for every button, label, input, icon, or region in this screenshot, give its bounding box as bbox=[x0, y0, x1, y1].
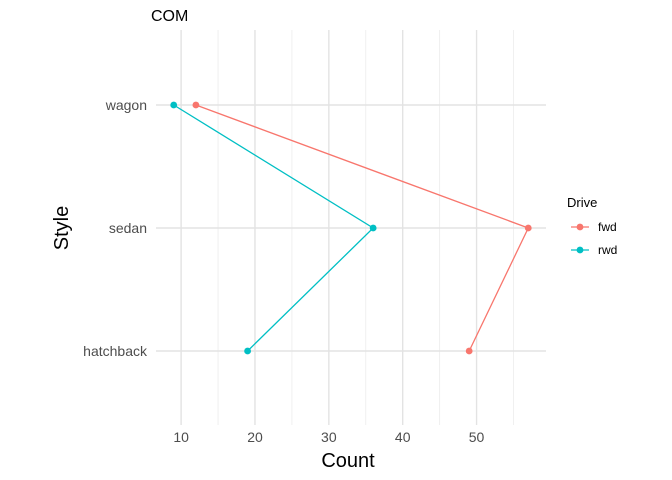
data-point-fwd bbox=[465, 347, 473, 355]
y-tick-label: hatchback bbox=[83, 343, 148, 359]
y-axis-label: Style bbox=[51, 206, 73, 250]
data-point-fwd bbox=[192, 101, 200, 109]
data-point-rwd bbox=[369, 224, 377, 232]
data-point-rwd bbox=[244, 347, 251, 355]
legend-key-point-fwd bbox=[576, 223, 584, 231]
legend-label-fwd: fwd bbox=[598, 220, 617, 234]
legend-label-rwd: rwd bbox=[598, 243, 617, 257]
y-tick-label: wagon bbox=[105, 97, 147, 113]
data-point-fwd bbox=[524, 224, 532, 232]
legend-title: Drive bbox=[567, 195, 597, 210]
x-axis-label: Count bbox=[321, 450, 375, 472]
chart-title: COM bbox=[151, 8, 188, 25]
series-fwd bbox=[192, 101, 532, 355]
x-tick-label: 50 bbox=[469, 429, 485, 445]
series-rwd bbox=[170, 101, 377, 355]
data-point-rwd bbox=[170, 101, 178, 109]
x-tick-label: 40 bbox=[395, 429, 411, 445]
x-tick-labels: 10 20 30 40 50 bbox=[173, 429, 484, 445]
y-tick-labels: hatchback sedan wagon bbox=[83, 97, 148, 359]
y-tick-label: sedan bbox=[109, 220, 147, 236]
legend-key-point-rwd bbox=[576, 246, 584, 254]
x-tick-label: 10 bbox=[173, 429, 189, 445]
legend: Drive fwd rwd bbox=[567, 195, 617, 257]
x-tick-label: 30 bbox=[321, 429, 337, 445]
x-tick-label: 20 bbox=[247, 429, 263, 445]
series-layer bbox=[170, 101, 532, 355]
grid bbox=[156, 30, 546, 425]
